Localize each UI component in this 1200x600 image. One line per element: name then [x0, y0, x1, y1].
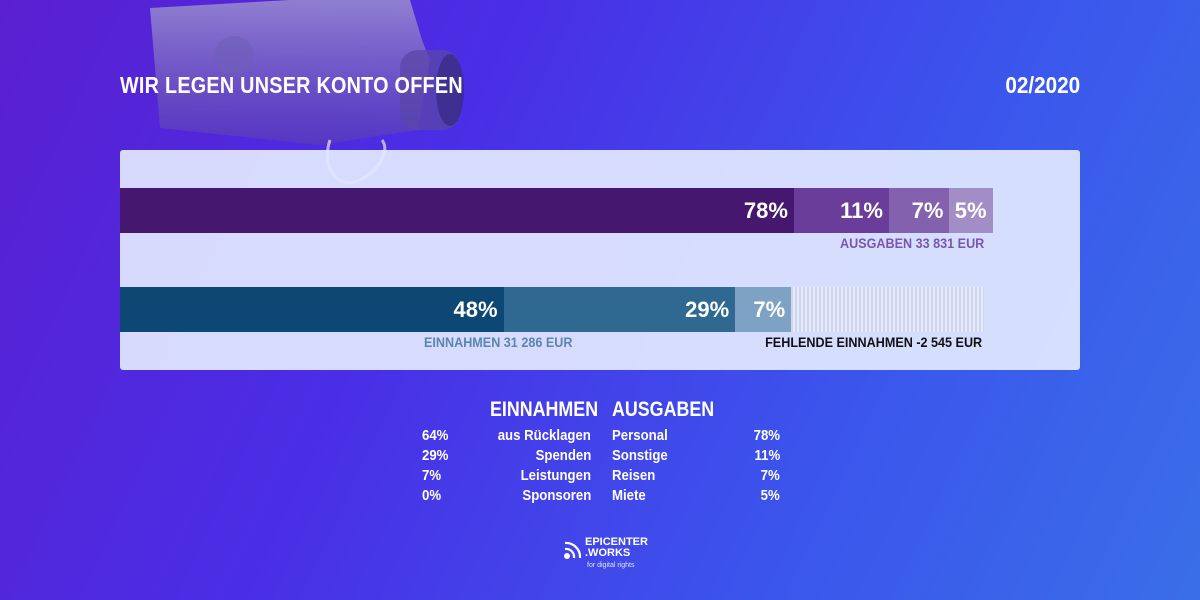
legend-ausgaben-pct: 5%	[760, 487, 780, 504]
legend-einnahmen-label: aus Rücklagen	[497, 427, 591, 444]
missing-income-segment	[791, 287, 984, 332]
einnahmen-segment: 48%	[120, 287, 504, 332]
legend-einnahmen-pct: 0%	[422, 487, 442, 504]
legend-einnahmen-label: Sponsoren	[522, 487, 591, 504]
legend-einnahmen-pct: 64%	[422, 427, 449, 444]
legend-ausgaben-title: AUSGABEN	[612, 398, 715, 421]
logo-tagline: for digital rights	[587, 562, 635, 569]
ausgaben-segment: 78%	[120, 188, 794, 233]
logo-line1: EPICENTER	[585, 536, 648, 548]
ausgaben-segment: 7%	[888, 188, 950, 233]
legend-ausgaben-pct: 78%	[753, 427, 780, 444]
page-title: WIR LEGEN UNSER KONTO OFFEN	[120, 72, 463, 98]
legend-einnahmen-label: Spenden	[535, 447, 591, 464]
legend-ausgaben-label: Reisen	[612, 467, 656, 484]
legend-ausgaben-pct: 7%	[760, 467, 780, 484]
logo-line2: .WORKS	[585, 547, 631, 559]
einnahmen-caption: EINNAHMEN 31 286 EUR	[424, 334, 573, 350]
legend-ausgaben-pct: 11%	[754, 447, 780, 464]
legend-ausgaben-label: Personal	[612, 427, 668, 444]
einnahmen-bar: 48% 29% 7%	[120, 287, 984, 332]
legend-ausgaben-label: Miete	[612, 487, 646, 504]
epicenter-works-logo: EPICENTER .WORKS for digital rights	[563, 536, 673, 576]
chart-panel: 78% 11% 7% 5% AUSGABEN 33 831 EUR 48% 29% 7% …	[120, 150, 1080, 370]
legend-einnahmen-title: EINNAHMEN	[490, 398, 599, 421]
legend-einnahmen-pct: 7%	[422, 467, 442, 484]
ausgaben-segment: 11%	[793, 188, 889, 233]
ausgaben-segment: 5%	[949, 188, 993, 233]
ausgaben-caption: AUSGABEN 33 831 EUR	[839, 235, 984, 251]
legend-einnahmen-label: Leistungen	[520, 467, 591, 484]
legend-table: EINNAHMEN AUSGABEN 64% aus Rücklagen Per…	[0, 398, 1200, 508]
camera-image	[150, 0, 464, 185]
einnahmen-segment: 7%	[735, 287, 792, 332]
fehlende-einnahmen-caption: FEHLENDE EINNAHMEN -2 545 EUR	[764, 334, 982, 350]
signal-icon	[564, 541, 582, 559]
report-date: 02/2020	[1005, 72, 1080, 98]
ausgaben-bar: 78% 11% 7% 5%	[120, 188, 993, 233]
legend-ausgaben-label: Sonstige	[612, 447, 668, 464]
legend-einnahmen-pct: 29%	[422, 447, 449, 464]
einnahmen-segment: 29%	[503, 287, 736, 332]
